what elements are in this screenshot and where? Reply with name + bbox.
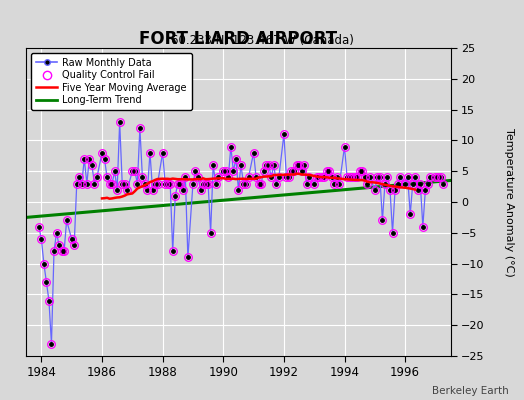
Legend: Raw Monthly Data, Quality Control Fail, Five Year Moving Average, Long-Term Tren: Raw Monthly Data, Quality Control Fail, … bbox=[31, 53, 192, 110]
Y-axis label: Temperature Anomaly (°C): Temperature Anomaly (°C) bbox=[504, 128, 514, 276]
Text: Berkeley Earth: Berkeley Earth bbox=[432, 386, 508, 396]
Text: 60.233 N, 123.467 W (Canada): 60.233 N, 123.467 W (Canada) bbox=[171, 34, 353, 47]
Title: FORT LIARD AIRPORT: FORT LIARD AIRPORT bbox=[139, 30, 337, 48]
